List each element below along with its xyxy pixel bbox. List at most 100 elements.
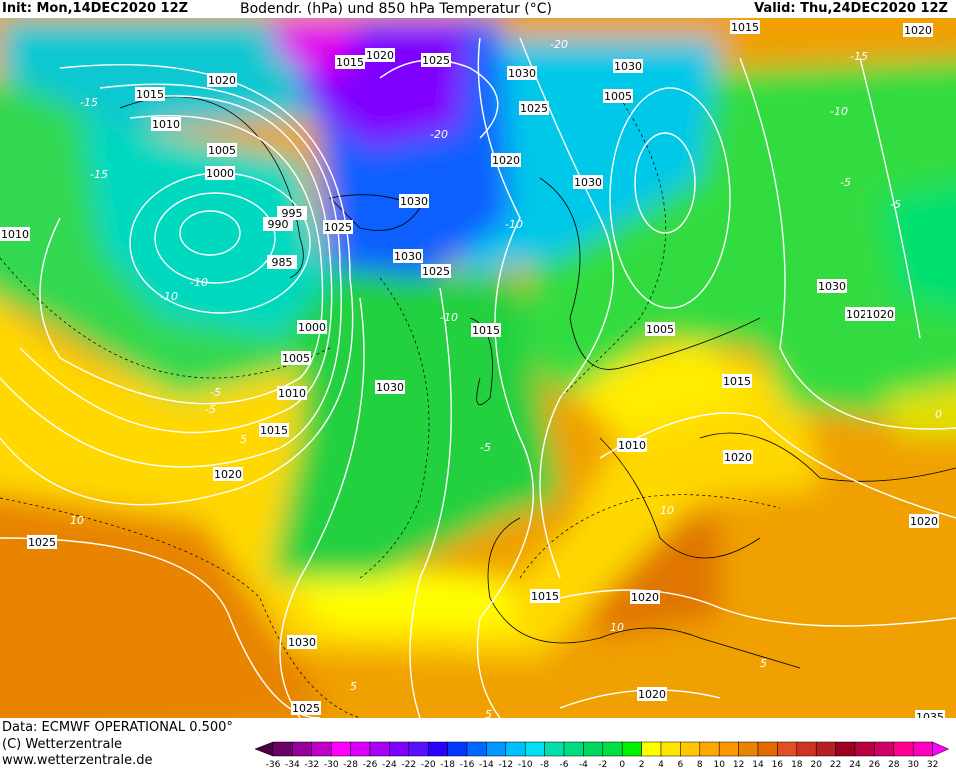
temperature-label: 5 bbox=[350, 680, 357, 693]
temperature-label: 5 bbox=[240, 433, 247, 446]
isobar-labels: 1020101510101005100099599098510251015102… bbox=[0, 20, 945, 718]
isobar-label: 1005 bbox=[645, 322, 675, 336]
temperature-label: 0 bbox=[935, 408, 942, 421]
svg-text:1000: 1000 bbox=[298, 321, 326, 334]
temperature-label: -5 bbox=[210, 386, 221, 399]
isobar-label: 1010 bbox=[0, 227, 30, 241]
legend-tick-label: 28 bbox=[888, 760, 900, 768]
temperature-label: -15 bbox=[80, 96, 98, 109]
legend-swatch bbox=[272, 741, 293, 757]
svg-text:1020: 1020 bbox=[492, 154, 520, 167]
legend-tick-label: 26 bbox=[869, 760, 881, 768]
legend-swatch bbox=[447, 741, 468, 757]
svg-text:1025: 1025 bbox=[422, 265, 450, 278]
legend-tick-label: -12 bbox=[498, 760, 513, 768]
isobar-label: 1020 bbox=[909, 514, 939, 528]
legend-tick-label: -34 bbox=[285, 760, 300, 768]
legend-tick-label: -16 bbox=[460, 760, 475, 768]
temperature-labels: -15 -10 -5 -10 -5 -10 5 10 5 10 -5 -10 -5 -15 -20 -20 -1… bbox=[70, 38, 942, 718]
temperature-label: -10 bbox=[440, 311, 458, 324]
svg-text:1010: 1010 bbox=[278, 387, 306, 400]
svg-text:1030: 1030 bbox=[400, 195, 428, 208]
svg-text:1015: 1015 bbox=[260, 424, 288, 437]
svg-text:1015: 1015 bbox=[531, 590, 559, 603]
isobar-label: 1020 bbox=[207, 73, 237, 87]
isobar-label: 1020 bbox=[213, 467, 243, 481]
legend-tick-label: -36 bbox=[266, 760, 281, 768]
svg-text:1025: 1025 bbox=[28, 536, 56, 549]
isobar-label: 1030 bbox=[507, 66, 537, 80]
legend-tick-label: 4 bbox=[658, 760, 664, 768]
temperature-label: -5 bbox=[480, 441, 491, 454]
legend-swatch bbox=[563, 741, 584, 757]
legend-swatch bbox=[641, 741, 662, 757]
legend-swatch bbox=[466, 741, 487, 757]
legend-tick-label: -10 bbox=[518, 760, 533, 768]
legend-high-arrow bbox=[932, 741, 950, 757]
svg-text:1015: 1015 bbox=[136, 88, 164, 101]
legend-tick-label: -18 bbox=[440, 760, 455, 768]
legend-tick-label: 24 bbox=[849, 760, 861, 768]
legend-swatch bbox=[505, 741, 526, 757]
isobar-label: 1030 bbox=[393, 249, 423, 263]
isobar-label: 1015 bbox=[335, 55, 365, 69]
legend-swatch bbox=[874, 741, 895, 757]
isobar-label: 1005 bbox=[207, 143, 237, 157]
svg-text:1020: 1020 bbox=[904, 24, 932, 37]
legend-tick-label: -32 bbox=[304, 760, 319, 768]
isobar-label: 1025 bbox=[291, 701, 321, 715]
temperature-label: -20 bbox=[430, 128, 448, 141]
svg-text:1030: 1030 bbox=[818, 280, 846, 293]
copyright: (C) Wetterzentrale bbox=[2, 737, 123, 752]
svg-text:1025: 1025 bbox=[292, 702, 320, 715]
temperature-label: -10 bbox=[190, 276, 208, 289]
temperature-label: -5 bbox=[890, 198, 901, 211]
isobar-label: 1015 bbox=[135, 87, 165, 101]
legend-tick-label: -30 bbox=[324, 760, 339, 768]
temperature-label: 5 bbox=[485, 708, 492, 718]
legend-tick-label: -22 bbox=[401, 760, 416, 768]
isobar-label: 1020 bbox=[637, 687, 667, 701]
isobar-label: 1020 bbox=[365, 48, 395, 62]
isobar-label: 1005 bbox=[281, 351, 311, 365]
svg-text:1030: 1030 bbox=[288, 636, 316, 649]
legend-swatch bbox=[738, 741, 759, 757]
valid-time: Valid: Thu,24DEC2020 12Z bbox=[754, 1, 948, 16]
temperature-label: -10 bbox=[160, 290, 178, 303]
legend-tick-label: 6 bbox=[678, 760, 684, 768]
legend-swatch bbox=[330, 741, 351, 757]
svg-text:995: 995 bbox=[282, 207, 303, 220]
isobar-label: 1030 bbox=[817, 279, 847, 293]
legend-tick-label: 12 bbox=[733, 760, 744, 768]
isobar-label: 1000 bbox=[205, 166, 235, 180]
legend-swatch bbox=[350, 741, 371, 757]
svg-text:1015: 1015 bbox=[723, 375, 751, 388]
legend-tick-label: 14 bbox=[752, 760, 764, 768]
svg-text:1010: 1010 bbox=[152, 118, 180, 131]
isobar-label: 1010 bbox=[277, 386, 307, 400]
svg-text:1025: 1025 bbox=[422, 54, 450, 67]
isobar-label: 1015 bbox=[259, 423, 289, 437]
legend-tick-label: 16 bbox=[772, 760, 784, 768]
svg-text:1020: 1020 bbox=[631, 591, 659, 604]
isobar-label: 1025 bbox=[421, 53, 451, 67]
legend-swatch bbox=[777, 741, 798, 757]
temperature-label: -10 bbox=[505, 218, 523, 231]
svg-text:1015: 1015 bbox=[336, 56, 364, 69]
isobar-label: 1030 bbox=[613, 59, 643, 73]
temperature-label: -5 bbox=[840, 176, 851, 189]
legend-swatch bbox=[311, 741, 332, 757]
legend-swatch bbox=[796, 741, 817, 757]
website-link[interactable]: www.wetterzentrale.de bbox=[2, 753, 153, 768]
svg-text:1025: 1025 bbox=[520, 102, 548, 115]
legend-swatch bbox=[408, 741, 429, 757]
legend-swatch bbox=[369, 741, 390, 757]
isobar-label: 1015 bbox=[530, 589, 560, 603]
svg-text:1020: 1020 bbox=[866, 308, 894, 321]
isobar-label: 990 bbox=[263, 217, 293, 231]
svg-text:1015: 1015 bbox=[731, 21, 759, 34]
legend-swatch bbox=[602, 741, 623, 757]
legend-tick-label: -6 bbox=[560, 760, 569, 768]
isobar-label: 1030 bbox=[375, 380, 405, 394]
isobar-label: 985 bbox=[267, 255, 297, 269]
